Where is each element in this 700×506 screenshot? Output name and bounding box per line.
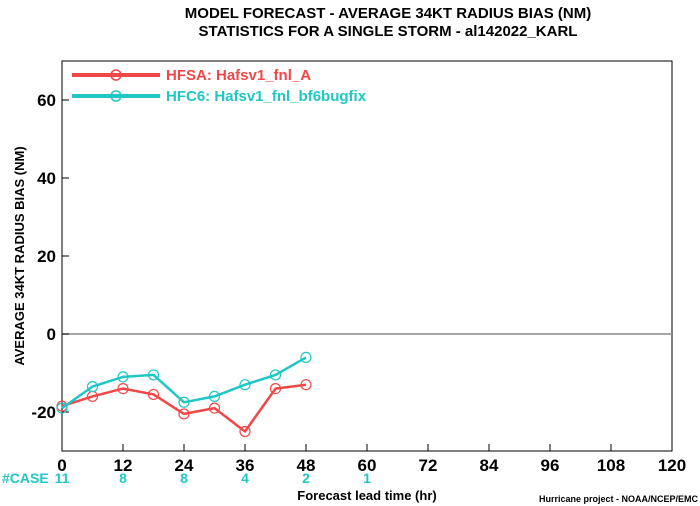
x-tick-label: 48 — [297, 456, 316, 475]
y-tick-label: 40 — [37, 169, 56, 188]
x-tick-label: 84 — [480, 456, 499, 475]
data-point-0 — [117, 383, 129, 395]
x-tick-label: 72 — [419, 456, 438, 475]
chart-title-line2: STATISTICS FOR A SINGLE STORM - al142022… — [199, 23, 578, 40]
legend-marker-hfc6 — [110, 90, 122, 102]
x-tick-label: 96 — [541, 456, 560, 475]
case-count: 11 — [55, 470, 70, 486]
data-point-1 — [239, 379, 251, 391]
legend-label-hfsa: HFSA: Hafsv1_fnl_A — [166, 67, 311, 84]
data-point-1 — [208, 390, 221, 402]
y-tick-label: 0 — [47, 325, 56, 344]
y-tick-label: -20 — [31, 403, 56, 422]
x-tick-label: 0 — [57, 456, 66, 475]
legend-label-hfc6: HFC6: Hafsv1_fnl_bf6bugfix — [166, 88, 367, 105]
x-tick-label: 60 — [358, 456, 377, 475]
data-point-0 — [239, 425, 251, 438]
case-count: 8 — [180, 470, 188, 486]
case-count: 2 — [302, 470, 310, 486]
case-label: #CASE — [2, 470, 49, 486]
y-tick-label: 20 — [37, 247, 56, 266]
y-axis-ticks: -20 0 20 40 60 — [31, 91, 69, 422]
data-point-0 — [269, 383, 282, 395]
x-tick-label: 12 — [114, 456, 133, 475]
legend: HFSA: Hafsv1_fnl_A HFC6: Hafsv1_fnl_bf6b… — [72, 67, 367, 105]
y-axis-label: AVERAGE 34KT RADIUS BIAS (NM) — [12, 146, 27, 365]
data-point-1 — [178, 396, 190, 408]
series-group — [56, 351, 312, 438]
case-count: 8 — [119, 470, 127, 486]
x-tick-label: 36 — [236, 456, 255, 475]
x-axis-ticks: 0 12 24 36 48 60 72 84 96 108 120 — [57, 444, 686, 475]
x-tick-label: 24 — [175, 456, 194, 475]
data-point-0 — [208, 402, 221, 414]
series-line-1 — [61, 356, 307, 410]
data-point-1 — [117, 371, 129, 383]
data-point-0 — [300, 379, 312, 391]
x-axis-label: Forecast lead time (hr) — [297, 488, 436, 503]
data-point-1 — [56, 402, 68, 414]
data-point-1 — [269, 369, 282, 381]
data-point-1 — [147, 369, 160, 381]
data-point-1 — [86, 381, 99, 393]
x-tick-label: 120 — [658, 456, 686, 475]
data-point-0 — [178, 408, 190, 420]
case-counts: 11 8 8 4 2 1 — [55, 470, 372, 486]
series-line-0 — [61, 383, 307, 433]
x-tick-label: 108 — [597, 456, 625, 475]
case-count: 1 — [363, 470, 371, 486]
data-point-0 — [147, 388, 160, 401]
plot-frame — [61, 60, 673, 452]
credit-text: Hurricane project - NOAA/NCEP/EMC — [539, 494, 699, 504]
chart-title-line1: MODEL FORECAST - AVERAGE 34KT RADIUS BIA… — [185, 5, 591, 22]
legend-marker-hfsa — [110, 69, 122, 81]
case-count: 4 — [241, 470, 249, 486]
data-point-1 — [300, 351, 312, 363]
y-tick-label: 60 — [37, 91, 56, 110]
